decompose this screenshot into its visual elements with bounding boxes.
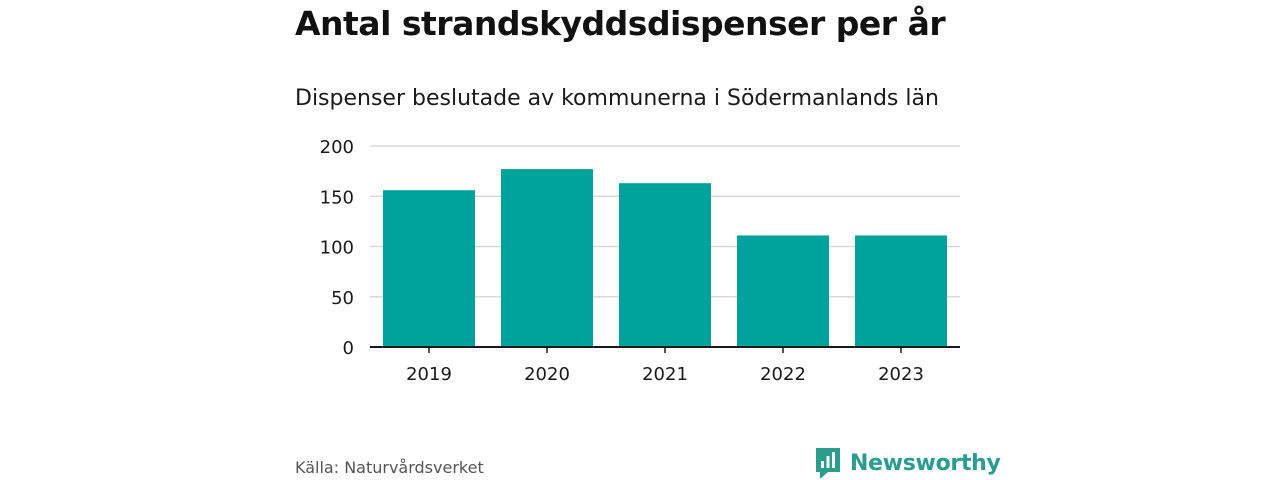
bar [382, 190, 476, 347]
y-tick-label: 100 [320, 238, 354, 259]
x-tick-label: 2019 [406, 364, 452, 385]
bar [618, 183, 712, 347]
y-tick-label: 150 [320, 187, 354, 208]
bar [500, 169, 594, 347]
brand-name: Newsworthy [850, 450, 1001, 476]
bar [736, 235, 830, 347]
x-tick-label: 2022 [760, 364, 806, 385]
chart-subtitle: Dispenser beslutade av kommunerna i Söde… [295, 86, 939, 111]
bar [854, 235, 948, 347]
x-tick-label: 2023 [878, 364, 924, 385]
source-note: Källa: Naturvårdsverket [295, 458, 484, 477]
bar-chart-speech-bubble-icon [816, 448, 840, 479]
x-tick-label: 2020 [524, 364, 570, 385]
x-tick-label: 2021 [642, 364, 688, 385]
y-tick-label: 200 [320, 137, 354, 158]
y-tick-label: 0 [343, 338, 354, 359]
chart-title: Antal strandskyddsdispenser per år [295, 4, 946, 43]
y-tick-label: 50 [331, 288, 354, 309]
brand-logo[interactable]: Newsworthy [814, 446, 1001, 480]
